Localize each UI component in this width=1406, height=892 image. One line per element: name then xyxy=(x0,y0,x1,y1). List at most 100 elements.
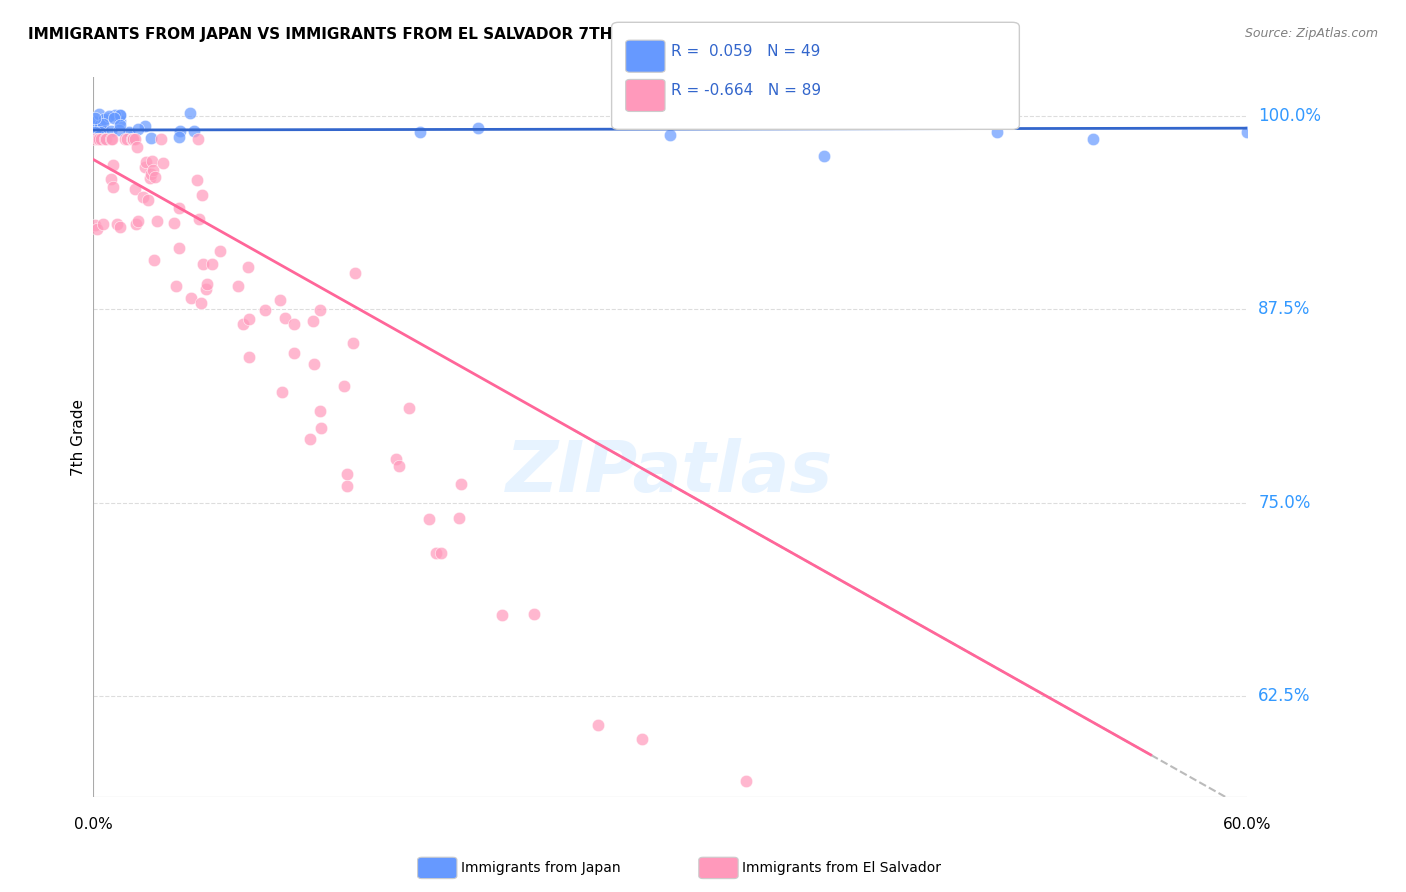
Text: 60.0%: 60.0% xyxy=(1223,817,1271,832)
Point xyxy=(86,222,108,236)
Point xyxy=(271,385,294,400)
Point xyxy=(94,132,117,146)
Point xyxy=(208,244,231,258)
Point xyxy=(194,282,217,296)
Point xyxy=(87,129,110,144)
Point xyxy=(238,350,260,364)
Point xyxy=(96,131,118,145)
Point xyxy=(101,179,124,194)
Point xyxy=(169,124,191,138)
Point xyxy=(236,260,259,274)
Point xyxy=(96,111,118,125)
Point xyxy=(190,296,212,310)
Text: 62.5%: 62.5% xyxy=(1258,687,1310,705)
Point xyxy=(141,131,163,145)
Text: 100.0%: 100.0% xyxy=(1258,107,1322,125)
Point xyxy=(98,109,121,123)
Point xyxy=(105,217,128,231)
Point xyxy=(659,128,682,142)
Point xyxy=(232,317,254,331)
Point xyxy=(332,379,354,393)
Point xyxy=(93,112,115,126)
Point xyxy=(336,467,359,481)
Point xyxy=(100,132,122,146)
Point xyxy=(84,132,107,146)
Point xyxy=(298,433,321,447)
Point xyxy=(101,132,124,146)
Point xyxy=(100,124,122,138)
Point xyxy=(195,277,218,291)
Point xyxy=(226,278,249,293)
Text: ZIPatlas: ZIPatlas xyxy=(506,439,834,508)
Point xyxy=(986,124,1008,138)
Point xyxy=(274,310,297,325)
Point xyxy=(302,357,325,371)
Point xyxy=(87,120,110,135)
Point xyxy=(118,126,141,140)
Point xyxy=(1389,132,1406,146)
Point xyxy=(309,421,332,435)
Point xyxy=(114,132,136,146)
Point xyxy=(186,173,208,187)
Point xyxy=(104,107,127,121)
Text: R =  0.059   N = 49: R = 0.059 N = 49 xyxy=(671,45,820,59)
Text: Immigrants from El Salvador: Immigrants from El Salvador xyxy=(742,861,942,875)
Point xyxy=(101,158,124,172)
Point xyxy=(152,156,174,170)
Point xyxy=(135,155,157,169)
Point xyxy=(110,219,132,234)
Point xyxy=(631,732,654,747)
Text: R = -0.664   N = 89: R = -0.664 N = 89 xyxy=(671,84,821,98)
Text: Source: ZipAtlas.com: Source: ZipAtlas.com xyxy=(1244,27,1378,40)
Point xyxy=(283,317,305,331)
Point xyxy=(430,546,453,560)
Point xyxy=(165,279,187,293)
Point xyxy=(127,214,149,228)
Point xyxy=(127,122,149,136)
Text: IMMIGRANTS FROM JAPAN VS IMMIGRANTS FROM EL SALVADOR 7TH GRADE CORRELATION CHART: IMMIGRANTS FROM JAPAN VS IMMIGRANTS FROM… xyxy=(28,27,865,42)
Point xyxy=(91,117,114,131)
Point xyxy=(108,123,131,137)
Point xyxy=(134,160,156,174)
Point xyxy=(586,718,609,732)
Point xyxy=(309,303,332,318)
Point xyxy=(87,128,110,142)
Point xyxy=(180,291,202,305)
Point xyxy=(283,346,305,360)
Point xyxy=(425,546,447,560)
Point xyxy=(409,124,432,138)
Point xyxy=(84,112,107,126)
Point xyxy=(84,120,107,134)
Point xyxy=(87,132,110,146)
Point xyxy=(179,106,201,120)
Point xyxy=(418,512,440,526)
Point xyxy=(108,108,131,122)
Point xyxy=(136,193,159,207)
Point xyxy=(94,132,117,146)
Point xyxy=(122,132,145,146)
Point xyxy=(187,132,209,146)
Point xyxy=(398,401,420,416)
Point xyxy=(84,115,107,129)
Point xyxy=(110,108,132,122)
Point xyxy=(124,182,146,196)
Point xyxy=(450,477,472,491)
Point xyxy=(388,459,411,474)
Point xyxy=(342,336,364,351)
Point xyxy=(84,125,107,139)
Point xyxy=(238,312,260,326)
Point xyxy=(1081,132,1104,146)
Point xyxy=(813,149,835,163)
Point xyxy=(467,121,489,136)
Point xyxy=(253,302,276,317)
Point xyxy=(344,266,367,280)
Point xyxy=(141,167,163,181)
Point xyxy=(87,107,110,121)
Point xyxy=(150,132,173,146)
Text: 87.5%: 87.5% xyxy=(1258,301,1310,318)
Point xyxy=(87,128,110,143)
Point xyxy=(117,132,139,146)
Point xyxy=(1236,124,1258,138)
Point xyxy=(121,132,143,146)
Point xyxy=(201,257,224,271)
